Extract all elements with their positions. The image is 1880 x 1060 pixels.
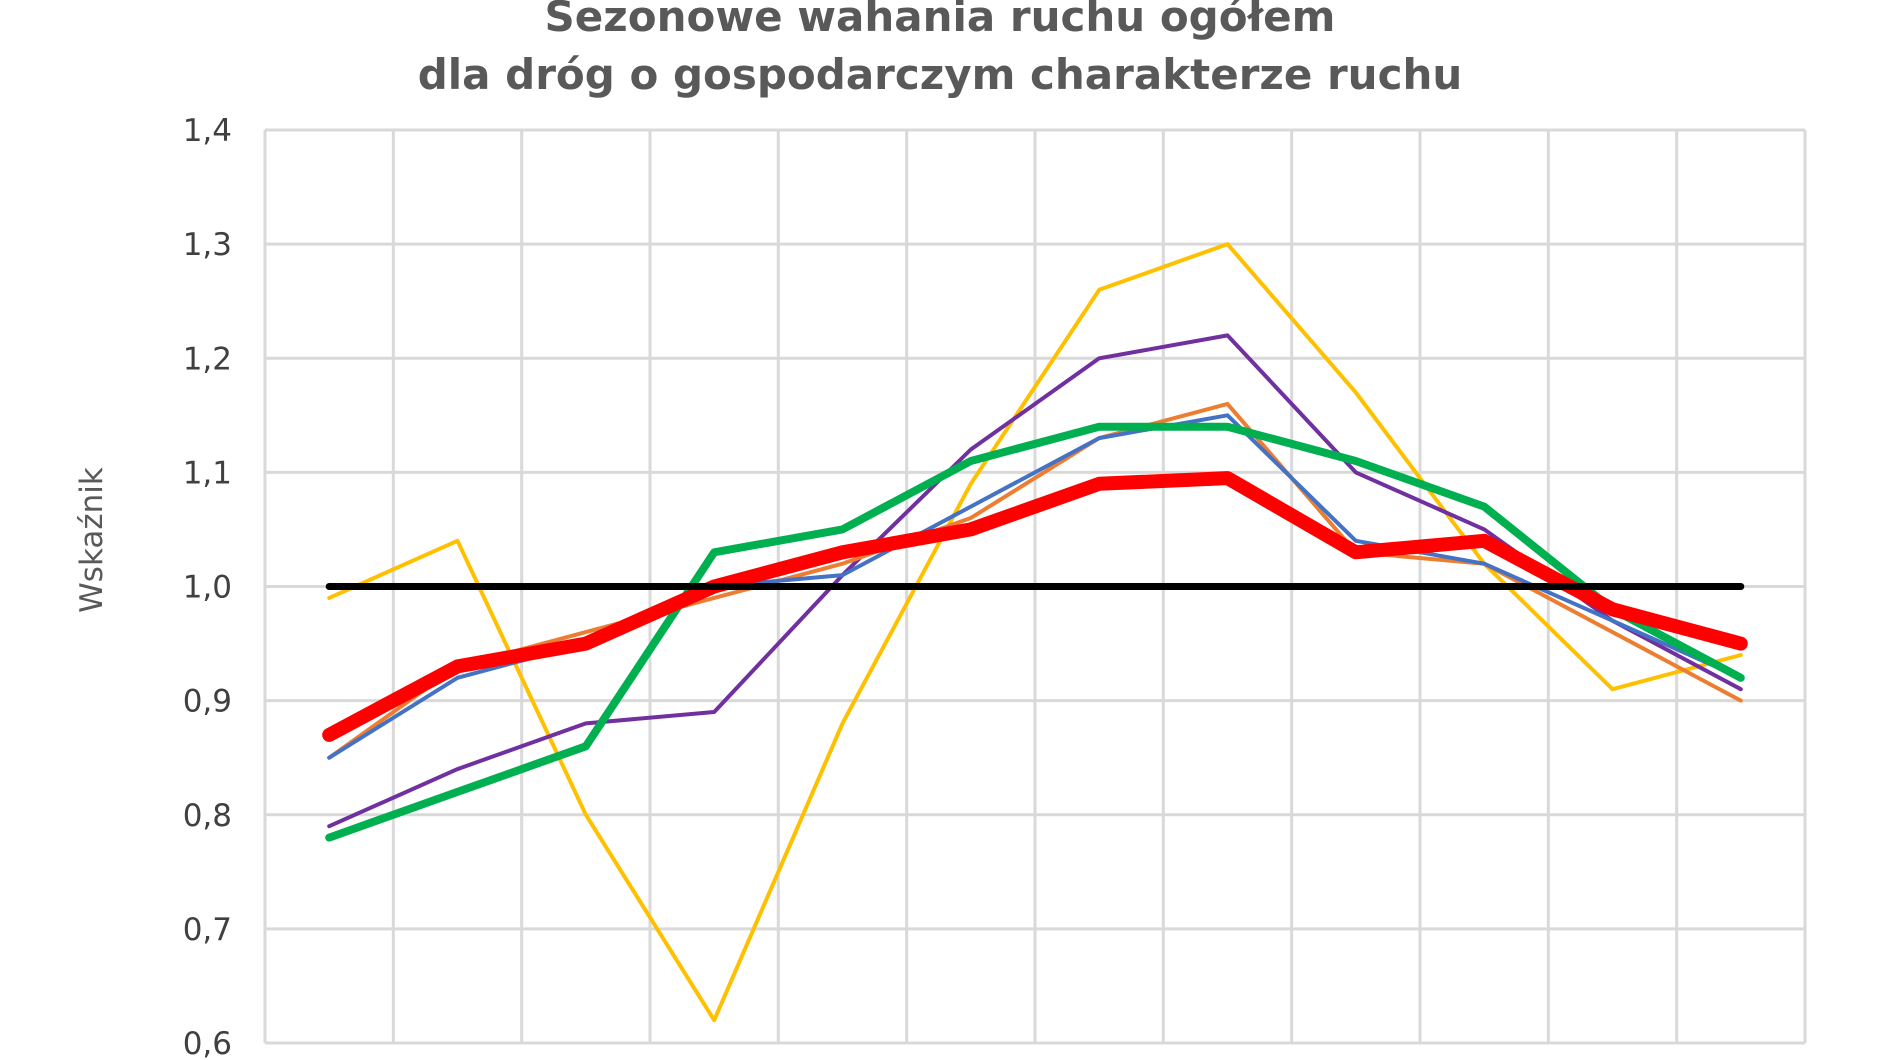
y-tick-label-2: 0,8: [183, 798, 232, 834]
y-tick-label-6: 1,2: [183, 341, 232, 377]
chart-title-line-2: dla dróg o gospodarczym charakterze ruch…: [417, 50, 1463, 99]
series-lines: [322, 242, 1748, 1023]
series-line-5: [322, 471, 1748, 742]
y-tick-label-0: 0,6: [183, 1026, 232, 1060]
series-line-4: [325, 422, 1745, 842]
y-tick-label-1: 0,7: [183, 912, 232, 948]
chart-title: Sezonowe wahania ruchu ogółem dla dróg o…: [0, 0, 1880, 104]
y-axis-ticks: 0,6 0,7 0,8 0,9 1,0 1,1 1,2 1,3 1,4: [183, 113, 232, 1060]
y-tick-label-5: 1,1: [183, 455, 232, 491]
y-tick-label-4: 1,0: [183, 570, 232, 606]
y-tick-label-8: 1,4: [183, 113, 232, 149]
y-tick-label-3: 0,9: [183, 684, 232, 720]
y-tick-label-7: 1,3: [183, 227, 232, 263]
chart-title-line-1: Sezonowe wahania ruchu ogółem: [544, 0, 1336, 41]
y-axis-title: Wskaźnik: [74, 467, 110, 613]
